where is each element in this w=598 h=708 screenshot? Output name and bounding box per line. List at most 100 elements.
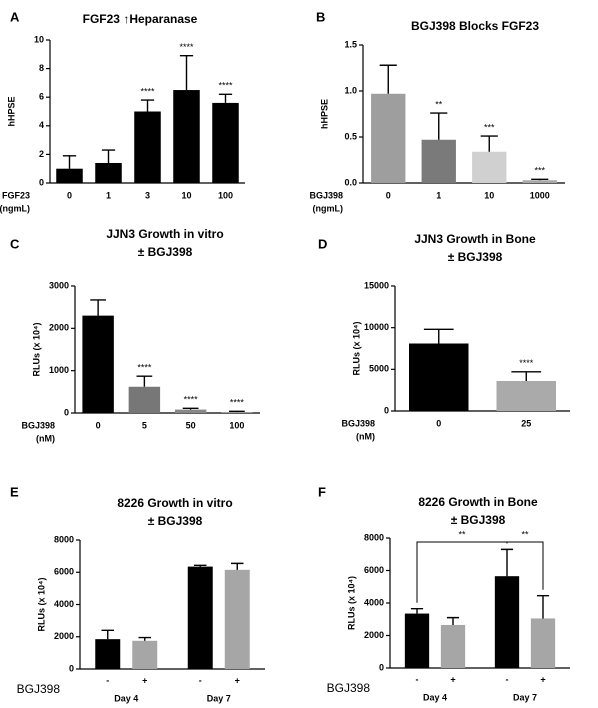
y-tick-label: 2 xyxy=(39,149,44,159)
significance-label: **** xyxy=(519,358,534,368)
significance-label: **** xyxy=(179,42,194,52)
x-axis-label: (ngmL) xyxy=(0,203,30,213)
y-tick-label: 0 xyxy=(64,407,69,417)
x-tick-label: 1 xyxy=(436,190,441,200)
x-tick-label: 50 xyxy=(186,420,196,430)
bar xyxy=(174,409,207,413)
x-tick-label: Day 7 xyxy=(207,693,231,703)
significance-label: *** xyxy=(534,166,545,176)
x-tick-label: 3 xyxy=(145,190,150,200)
series-label: - xyxy=(416,674,419,684)
x-axis-label: FGF23 xyxy=(2,190,30,200)
y-tick-label: 3000 xyxy=(49,280,69,290)
error-bar xyxy=(218,93,233,103)
significance-label: **** xyxy=(230,398,245,408)
significance-label: **** xyxy=(218,81,233,91)
series-label: + xyxy=(142,675,147,685)
y-axis-label: hHPSE xyxy=(6,96,16,126)
y-tick-label: 4000 xyxy=(364,597,384,607)
error-bar xyxy=(179,55,194,91)
x-tick-label: Day 4 xyxy=(114,693,138,703)
bar xyxy=(212,102,239,183)
y-tick-label: 2000 xyxy=(364,630,384,640)
error-bar xyxy=(136,375,153,387)
chart-title: ± BGJ398 xyxy=(138,245,193,259)
y-tick-label: 4000 xyxy=(54,599,74,609)
y-tick-label: 1.5 xyxy=(344,39,357,49)
y-tick-label: 6000 xyxy=(364,565,384,575)
chart-title: ± BGJ398 xyxy=(448,250,503,264)
chart-title: ± BGJ398 xyxy=(148,514,203,528)
y-tick-label: 8 xyxy=(39,63,44,73)
y-tick-label: 1000 xyxy=(49,365,69,375)
x-tick-label: 25 xyxy=(521,418,531,428)
bar xyxy=(221,412,253,413)
y-tick-label: 10 xyxy=(34,34,44,44)
y-tick-label: 15000 xyxy=(364,280,389,290)
y-tick-label: 2000 xyxy=(49,323,69,333)
significance-label: **** xyxy=(140,86,155,96)
x-tick-label: 0 xyxy=(386,190,391,200)
x-tick-label: 0 xyxy=(96,420,101,430)
bar xyxy=(404,613,430,668)
significance-bracket xyxy=(416,541,508,603)
x-axis-label: (nM) xyxy=(356,431,375,441)
error-bar xyxy=(194,564,207,567)
y-tick-label: 0 xyxy=(384,405,389,415)
bar xyxy=(132,640,158,669)
chart-title: JJN3 Growth in Bone xyxy=(414,232,536,246)
chart-title: ± BGJ398 xyxy=(451,513,506,527)
y-axis-label: hHPSE xyxy=(319,99,329,129)
bar xyxy=(522,180,557,183)
x-axis-label: BGJ398 xyxy=(341,418,375,428)
chart-title: JJN3 Growth in vitro xyxy=(106,227,223,241)
series-label: - xyxy=(199,675,202,685)
bar xyxy=(187,566,213,669)
y-tick-label: 2000 xyxy=(54,631,74,641)
error-bar xyxy=(90,299,106,316)
bar xyxy=(134,111,161,183)
x-tick-label: 1 xyxy=(106,190,111,200)
x-tick-label: Day 7 xyxy=(513,692,537,702)
error-bar xyxy=(182,407,199,410)
error-bar xyxy=(423,328,454,344)
error-bar xyxy=(140,99,155,112)
significance-bracket xyxy=(506,541,544,590)
significance-label: ** xyxy=(458,529,466,539)
significance-label: ** xyxy=(521,529,529,539)
y-axis-label: RLUs (x 10⁴) xyxy=(351,322,361,376)
y-tick-label: 8000 xyxy=(364,532,384,542)
error-bar xyxy=(536,594,550,619)
error-bar xyxy=(531,178,549,181)
error-bar xyxy=(101,149,116,163)
bar xyxy=(173,90,200,183)
chart-title: FGF23 ↑Heparanase xyxy=(83,12,198,26)
x-tick-label: 100 xyxy=(218,190,233,200)
panel-letter: C xyxy=(10,236,20,251)
bar xyxy=(409,343,469,411)
significance-label: **** xyxy=(137,363,152,373)
error-bar xyxy=(229,410,245,413)
y-tick-label: 0.5 xyxy=(344,131,357,141)
error-bar xyxy=(446,616,460,625)
series-label: - xyxy=(506,674,509,684)
x-axis-label: BGJ398 xyxy=(327,681,371,695)
bar xyxy=(95,639,121,669)
panel-letter: E xyxy=(10,484,19,499)
y-tick-label: 8000 xyxy=(54,534,74,544)
chart-title: 8226 Growth in vitro xyxy=(117,496,232,510)
chart-title: 8226 Growth in Bone xyxy=(418,495,538,509)
error-bar xyxy=(231,562,244,570)
error-bar xyxy=(500,548,514,577)
bar xyxy=(472,151,507,183)
chart-title: BGJ398 Blocks FGF23 xyxy=(411,19,539,33)
bar xyxy=(494,576,520,668)
y-tick-label: 10000 xyxy=(364,322,389,332)
y-tick-label: 0 xyxy=(379,662,384,672)
error-bar xyxy=(62,155,77,169)
error-bar xyxy=(480,135,498,152)
y-tick-label: 6 xyxy=(39,92,44,102)
y-axis-label: RLUs (x 10⁴) xyxy=(346,576,356,630)
y-tick-label: 6000 xyxy=(54,567,74,577)
